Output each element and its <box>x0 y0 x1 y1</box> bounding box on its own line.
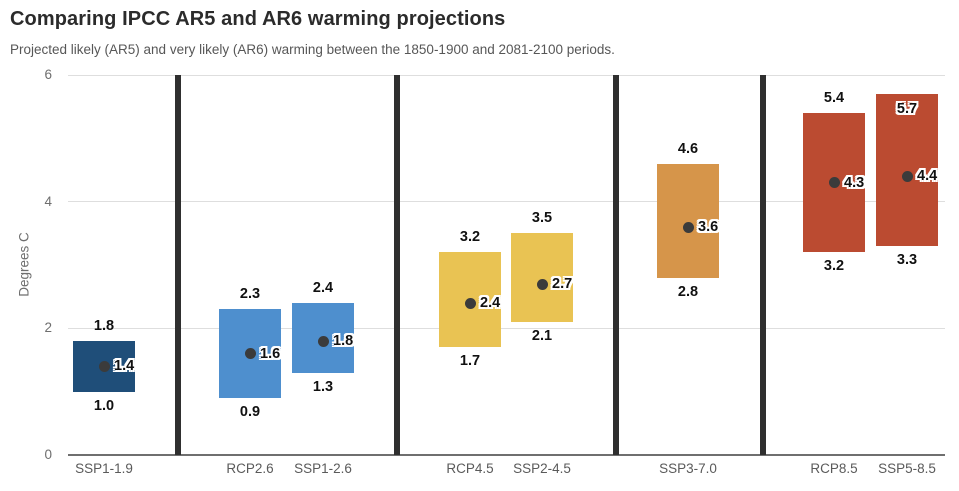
min-label-RCP4.5: 1.7 <box>459 353 481 370</box>
max-label-SSP1-1.9: 1.8 <box>93 318 115 334</box>
x-tick-label-SSP1-1.9: SSP1-1.9 <box>75 461 133 476</box>
range-bar-SSP3-7.0 <box>657 163 719 278</box>
midpoint-dot-SSP5-8.5 <box>901 170 913 182</box>
group-divider-4 <box>760 75 766 455</box>
chart-subtitle: Projected likely (AR5) and very likely (… <box>10 42 615 57</box>
min-label-RCP8.5: 3.2 <box>823 258 845 275</box>
mid-label-SSP1-1.9: 1.4 <box>114 358 135 375</box>
midpoint-dot-RCP2.6 <box>244 348 256 360</box>
mid-label-RCP4.5: 2.4 <box>480 295 501 311</box>
midpoint-dot-SSP1-2.6 <box>317 335 329 347</box>
max-label-RCP2.6: 2.3 <box>239 286 261 303</box>
group-divider-3 <box>613 75 619 455</box>
y-tick-label-6: 6 <box>44 67 52 82</box>
x-tick-label-SSP5-8.5: SSP5-8.5 <box>878 461 936 476</box>
mid-label-SSP5-8.5: 4.4 <box>917 168 938 185</box>
mid-label-RCP8.5: 4.3 <box>844 174 865 191</box>
x-tick-label-RCP4.5: RCP4.5 <box>446 461 494 476</box>
chart-title: Comparing IPCC AR5 and AR6 warming proje… <box>10 8 506 30</box>
x-tick-label-RCP8.5: RCP8.5 <box>810 461 858 476</box>
min-label-SSP1-2.6: 1.3 <box>312 378 334 395</box>
max-label-SSP3-7.0: 4.6 <box>677 140 699 157</box>
min-label-SSP2-4.5: 2.1 <box>531 328 553 344</box>
mid-label-SSP2-4.5: 2.7 <box>552 276 573 292</box>
mid-label-SSP1-2.6: 1.8 <box>333 333 354 349</box>
max-label-RCP4.5: 3.2 <box>459 229 481 246</box>
max-label-SSP5-8.5: 5.7 <box>896 101 918 117</box>
mid-label-RCP2.6: 1.6 <box>260 345 281 362</box>
y-tick-label-0: 0 <box>44 447 52 462</box>
midpoint-dot-SSP3-7.0 <box>682 221 694 233</box>
min-label-SSP3-7.0: 2.8 <box>677 283 699 300</box>
midpoint-dot-RCP8.5 <box>828 177 840 189</box>
y-tick-label-4: 4 <box>44 193 52 209</box>
group-divider-1 <box>175 75 181 455</box>
x-tick-label-RCP2.6: RCP2.6 <box>226 461 274 476</box>
min-label-RCP2.6: 0.9 <box>239 404 261 420</box>
gridline-y-6 <box>68 74 945 76</box>
max-label-SSP2-4.5: 3.5 <box>531 210 553 227</box>
gridline-y-4 <box>68 201 945 203</box>
range-bar-SSP2-4.5 <box>511 233 573 322</box>
mid-label-SSP3-7.0: 3.6 <box>698 219 719 235</box>
midpoint-dot-RCP4.5 <box>464 297 476 309</box>
gridline-y-2 <box>68 327 945 329</box>
y-axis-title: Degrees C <box>16 232 32 297</box>
x-tick-label-SSP1-2.6: SSP1-2.6 <box>294 461 352 476</box>
x-axis-line <box>68 454 945 456</box>
x-tick-label-SSP2-4.5: SSP2-4.5 <box>513 461 571 476</box>
midpoint-dot-SSP1-1.9 <box>98 360 110 372</box>
max-label-SSP1-2.6: 2.4 <box>312 280 334 296</box>
x-tick-label-SSP3-7.0: SSP3-7.0 <box>659 461 717 476</box>
min-label-SSP5-8.5: 3.3 <box>896 252 918 268</box>
midpoint-dot-SSP2-4.5 <box>536 278 548 290</box>
group-divider-2 <box>394 75 400 455</box>
y-tick-label-2: 2 <box>44 320 52 336</box>
range-bar-SSP5-8.5 <box>876 94 938 246</box>
min-label-SSP1-1.9: 1.0 <box>93 397 115 414</box>
max-label-RCP8.5: 5.4 <box>823 90 845 106</box>
